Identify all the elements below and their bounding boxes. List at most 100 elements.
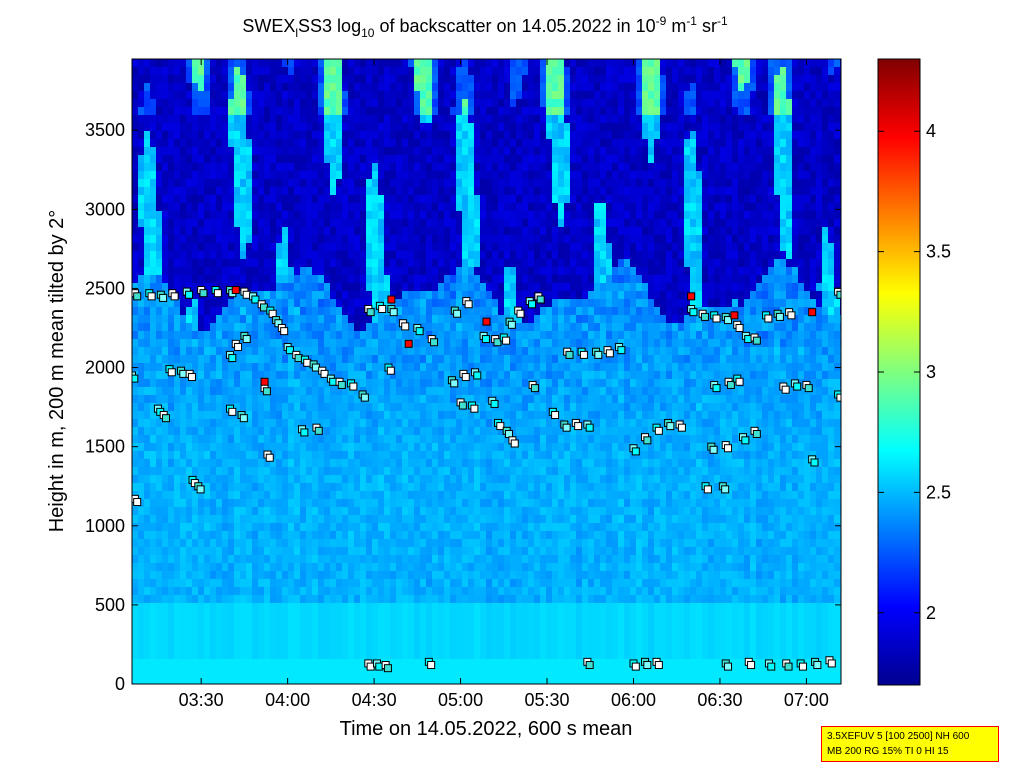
heatmap-cell (324, 59, 331, 68)
heatmap-cell (744, 67, 751, 76)
heatmap-cell (690, 155, 697, 164)
heatmap-cell (444, 299, 451, 308)
heatmap-cell (486, 59, 493, 68)
heatmap-cell (150, 331, 157, 340)
heatmap-cell (288, 131, 295, 140)
heatmap-cell (684, 259, 691, 268)
heatmap-cell (684, 131, 691, 140)
heatmap-cell (360, 307, 367, 316)
heatmap-cell (264, 59, 271, 68)
heatmap-cell (144, 347, 151, 356)
heatmap-cell (354, 307, 361, 316)
heatmap-cell (606, 323, 613, 332)
heatmap-cell (630, 259, 637, 268)
heatmap-cell (414, 227, 421, 236)
heatmap-cell (834, 115, 841, 124)
heatmap-cell (432, 291, 439, 300)
heatmap-cell (138, 155, 145, 164)
heatmap-cell (510, 155, 517, 164)
heatmap-cell (726, 339, 733, 348)
heatmap-cell (198, 67, 205, 76)
heatmap-cell (246, 299, 253, 308)
heatmap-cell (276, 299, 283, 308)
heatmap-cell (810, 131, 817, 140)
heatmap-cell (282, 203, 289, 212)
heatmap-cell (600, 379, 607, 388)
heatmap-cell (630, 387, 637, 396)
heatmap-cell (348, 275, 355, 284)
heatmap-cell (228, 379, 235, 388)
heatmap-cell (270, 243, 277, 252)
heatmap-cell (546, 163, 553, 172)
heatmap-cell (336, 171, 343, 180)
heatmap-cell (324, 163, 331, 172)
heatmap-cell (780, 259, 787, 268)
heatmap-cell (294, 371, 301, 380)
heatmap-cell (474, 259, 481, 268)
heatmap-cell (642, 275, 649, 284)
heatmap-cell (312, 203, 319, 212)
heatmap-cell (762, 203, 769, 212)
heatmap-cell (828, 83, 835, 92)
heatmap-cell (594, 275, 601, 284)
heatmap-cell (318, 227, 325, 236)
heatmap-cell (144, 227, 151, 236)
heatmap-cell (396, 203, 403, 212)
heatmap-cell (534, 203, 541, 212)
heatmap-cell (342, 291, 349, 300)
heatmap-cell (270, 339, 277, 348)
heatmap-cell (708, 123, 715, 132)
heatmap-cell (252, 171, 259, 180)
heatmap-cell (330, 171, 337, 180)
heatmap-cell (426, 219, 433, 228)
heatmap-cell (672, 299, 679, 308)
heatmap-cell (432, 163, 439, 172)
heatmap-cell (456, 227, 463, 236)
heatmap-cell (192, 283, 199, 292)
heatmap-cell (810, 139, 817, 148)
heatmap-cell (756, 347, 763, 356)
heatmap-cell (264, 251, 271, 260)
heatmap-cell (522, 355, 529, 364)
heatmap-cell (222, 83, 229, 92)
heatmap-cell (294, 235, 301, 244)
heatmap-cell (654, 323, 661, 332)
heatmap-cell (624, 179, 631, 188)
heatmap-cell (246, 203, 253, 212)
heatmap-cell (162, 107, 169, 116)
heatmap-cell (486, 219, 493, 228)
heatmap-cell (384, 123, 391, 132)
heatmap-cell (516, 387, 523, 396)
heatmap-cell (300, 307, 307, 316)
heatmap-cell (378, 59, 385, 68)
heatmap-cell (630, 299, 637, 308)
heatmap-cell (780, 195, 787, 204)
heatmap-cell (306, 227, 313, 236)
heatmap-cell (408, 59, 415, 68)
heatmap-cell (294, 219, 301, 228)
heatmap-cell (390, 283, 397, 292)
heatmap-cell (612, 211, 619, 220)
heatmap-cell (414, 67, 421, 76)
heatmap-cell (768, 259, 775, 268)
heatmap-cell (414, 331, 421, 340)
heatmap-cell (540, 139, 547, 148)
heatmap-cell (618, 331, 625, 340)
heatmap-cell (792, 155, 799, 164)
heatmap-cell (774, 83, 781, 92)
heatmap-cell (456, 299, 463, 308)
heatmap-cell (618, 299, 625, 308)
heatmap-cell (240, 187, 247, 196)
heatmap-cell (174, 107, 181, 116)
heatmap-cell (300, 83, 307, 92)
heatmap-cell (666, 331, 673, 340)
heatmap-cell (288, 107, 295, 116)
heatmap-cell (582, 259, 589, 268)
heatmap-cell (390, 67, 397, 76)
heatmap-cell (342, 107, 349, 116)
heatmap-cell (648, 187, 655, 196)
heatmap-cell (282, 379, 289, 388)
heatmap-cell (684, 179, 691, 188)
heatmap-cell (240, 147, 247, 156)
heatmap-cell (582, 331, 589, 340)
